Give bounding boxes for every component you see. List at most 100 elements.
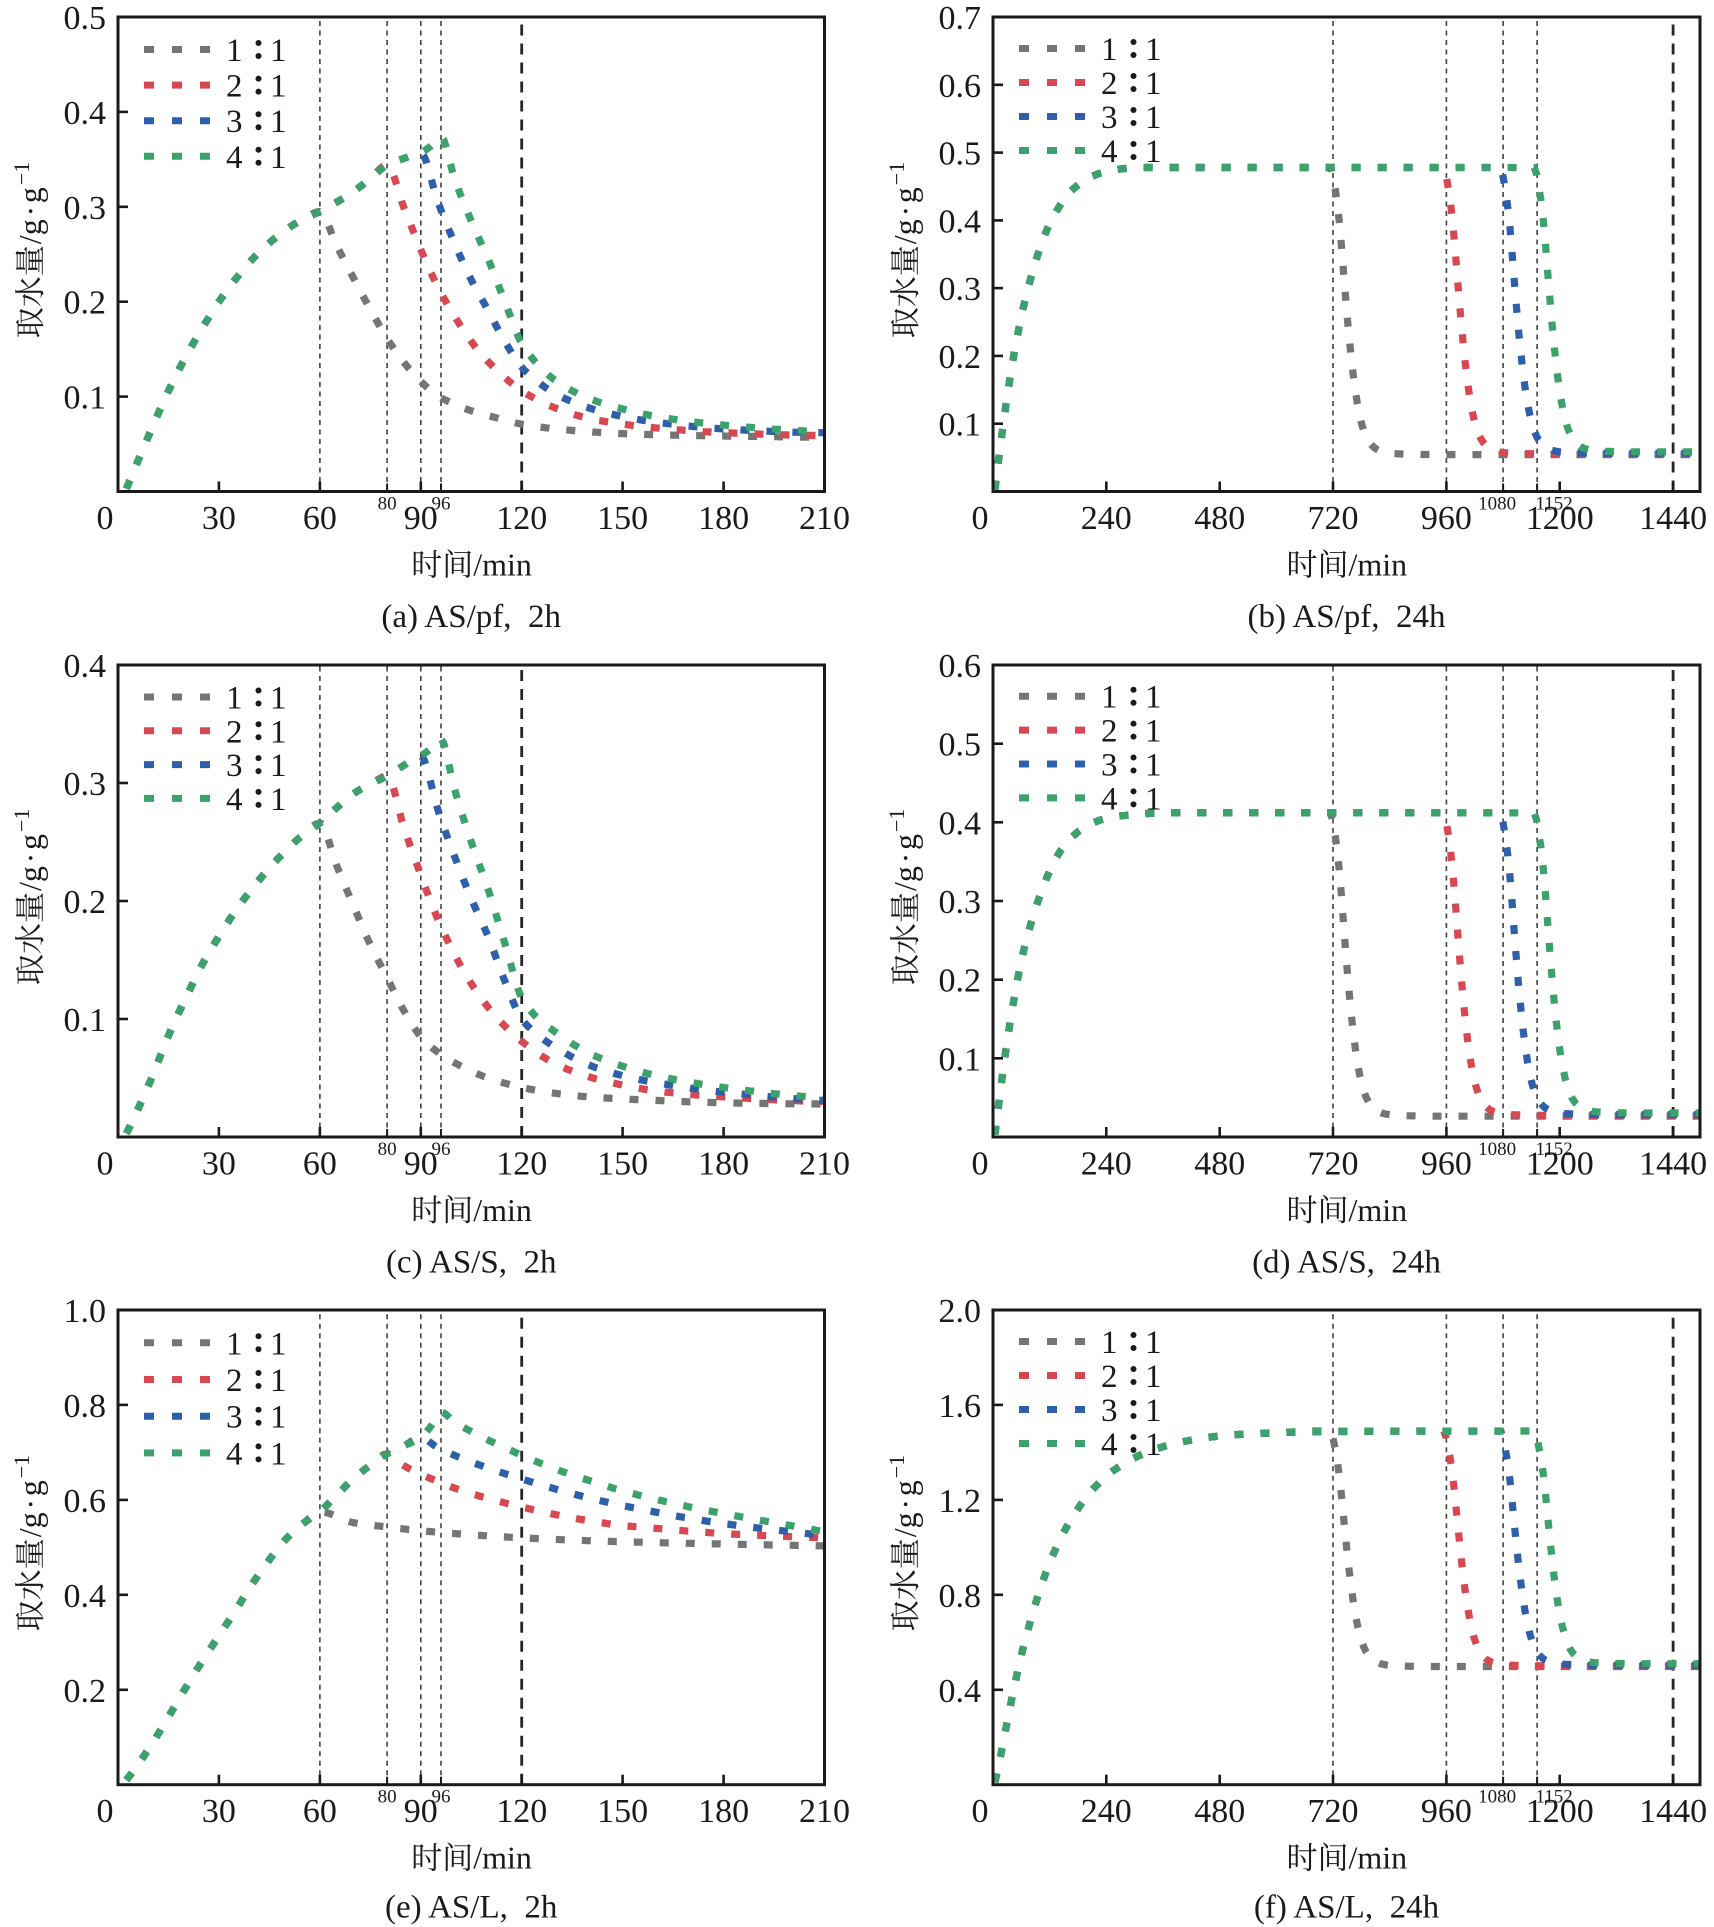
svg-text:960: 960 (1421, 500, 1472, 537)
svg-text:(d) AS/S, 24h: (d) AS/S, 24h (1252, 1245, 1441, 1281)
svg-text:1080: 1080 (1478, 1787, 1516, 1808)
svg-text:0: 0 (97, 1146, 114, 1183)
svg-text:0.1: 0.1 (64, 1002, 107, 1039)
svg-text:0.4: 0.4 (939, 203, 982, 240)
svg-text:1080: 1080 (1478, 494, 1516, 515)
svg-text:1: 1 (270, 104, 287, 140)
svg-text:1080: 1080 (1478, 1139, 1516, 1160)
svg-text:960: 960 (1421, 1793, 1472, 1830)
svg-text:1440: 1440 (1639, 1793, 1707, 1830)
svg-text:0.1: 0.1 (939, 1041, 982, 1078)
svg-text:1: 1 (1101, 32, 1118, 68)
svg-text:1: 1 (1145, 1359, 1162, 1395)
svg-text:80: 80 (378, 1787, 397, 1808)
svg-text:2.0: 2.0 (939, 1293, 982, 1330)
svg-text:0.4: 0.4 (939, 1673, 982, 1710)
svg-text:1: 1 (1145, 781, 1162, 817)
svg-text:−1: −1 (9, 162, 34, 185)
svg-text:(e) AS/L, 2h: (e) AS/L, 2h (385, 1890, 558, 1926)
svg-text:90: 90 (404, 1146, 438, 1183)
svg-text:0.2: 0.2 (64, 884, 107, 921)
svg-text:80: 80 (378, 1139, 397, 1160)
svg-text:2: 2 (226, 69, 243, 105)
svg-text:1152: 1152 (1535, 1787, 1572, 1808)
svg-text:2: 2 (1101, 1359, 1118, 1395)
svg-text:−1: −1 (9, 1455, 34, 1478)
svg-text:1: 1 (1145, 714, 1162, 750)
svg-text:1: 1 (1145, 100, 1162, 136)
svg-text:4: 4 (226, 1436, 243, 1472)
svg-text:240: 240 (1081, 1793, 1132, 1830)
svg-text:/g: /g (12, 866, 48, 891)
svg-text:0.2: 0.2 (939, 339, 982, 376)
svg-text:240: 240 (1081, 1146, 1132, 1183)
svg-text:g: g (12, 834, 48, 850)
svg-text:1: 1 (1145, 1325, 1162, 1361)
svg-text:4: 4 (226, 782, 243, 818)
svg-text:96: 96 (432, 1787, 451, 1808)
svg-text:·: · (887, 206, 923, 217)
svg-text:1: 1 (1145, 680, 1162, 716)
svg-text:1152: 1152 (1535, 1139, 1572, 1160)
svg-text:0.3: 0.3 (64, 766, 107, 803)
svg-text:0.1: 0.1 (64, 380, 107, 417)
svg-text:0.3: 0.3 (939, 884, 982, 921)
svg-text:1440: 1440 (1639, 500, 1707, 537)
svg-text:1: 1 (1101, 1325, 1118, 1361)
svg-text:0: 0 (97, 500, 114, 537)
svg-text:720: 720 (1308, 500, 1359, 537)
svg-text:1: 1 (270, 782, 287, 818)
svg-text:g: g (887, 834, 923, 850)
svg-text:720: 720 (1308, 1793, 1359, 1830)
svg-text:1: 1 (270, 681, 287, 717)
svg-text:0.6: 0.6 (939, 68, 982, 105)
svg-text:720: 720 (1308, 1146, 1359, 1183)
svg-text:30: 30 (202, 1146, 236, 1183)
svg-text:3: 3 (226, 104, 243, 140)
svg-text:/min: /min (473, 547, 532, 583)
svg-text:1: 1 (1145, 134, 1162, 170)
svg-text:·: · (12, 206, 48, 217)
svg-text:0.2: 0.2 (64, 1673, 107, 1710)
svg-text:180: 180 (698, 500, 749, 537)
svg-text:/min: /min (1349, 1192, 1408, 1228)
svg-text:·: · (887, 853, 923, 864)
svg-text:1: 1 (270, 748, 287, 784)
svg-text:180: 180 (698, 1793, 749, 1830)
svg-text:4: 4 (1101, 134, 1118, 170)
svg-text:210: 210 (799, 1146, 850, 1183)
svg-text:80: 80 (378, 494, 397, 515)
svg-text:90: 90 (404, 1793, 438, 1830)
svg-text:0.5: 0.5 (64, 0, 107, 37)
svg-text:120: 120 (496, 500, 547, 537)
svg-text:1440: 1440 (1639, 1146, 1707, 1183)
svg-text:0.3: 0.3 (64, 190, 107, 227)
svg-text:1152: 1152 (1535, 494, 1572, 515)
svg-text:960: 960 (1421, 1146, 1472, 1183)
svg-text:0.5: 0.5 (939, 136, 982, 173)
svg-text:·: · (12, 853, 48, 864)
svg-text:0.5: 0.5 (939, 727, 982, 764)
svg-text:/g: /g (887, 866, 923, 891)
svg-text:1: 1 (270, 33, 287, 69)
svg-text:/min: /min (473, 1840, 532, 1876)
svg-text:1: 1 (1145, 66, 1162, 102)
svg-text:1: 1 (270, 1400, 287, 1436)
svg-text:2: 2 (226, 714, 243, 750)
svg-text:0.3: 0.3 (939, 271, 982, 308)
svg-text:·: · (12, 1499, 48, 1510)
svg-text:(b) AS/pf, 24h: (b) AS/pf, 24h (1248, 599, 1447, 635)
svg-text:2: 2 (226, 1363, 243, 1399)
svg-text:1: 1 (270, 69, 287, 105)
svg-text:·: · (887, 1499, 923, 1510)
svg-text:1: 1 (1145, 748, 1162, 784)
svg-text:90: 90 (404, 500, 438, 537)
svg-text:0.6: 0.6 (64, 1483, 107, 1520)
svg-text:0.1: 0.1 (939, 407, 982, 444)
svg-text:3: 3 (1101, 100, 1118, 136)
svg-text:120: 120 (496, 1793, 547, 1830)
svg-text:0.7: 0.7 (939, 0, 982, 37)
svg-text:/g: /g (12, 1512, 48, 1537)
svg-text:0.4: 0.4 (64, 648, 107, 685)
svg-text:1.0: 1.0 (64, 1293, 107, 1330)
